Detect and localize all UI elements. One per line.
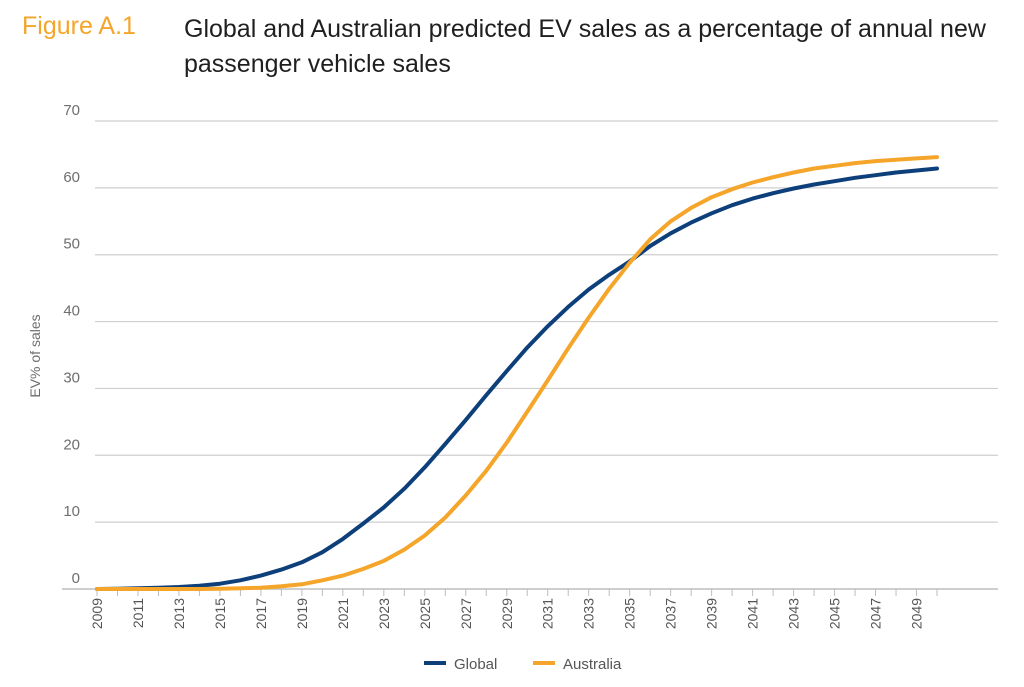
x-tick-label: 2049 (909, 598, 925, 629)
y-tick-label: 60 (63, 169, 80, 186)
x-tick-labels: 2009 2011 2013 2015 2017 2019 2021 2023 2025 2027… (89, 598, 925, 629)
series-line-australia (95, 155, 939, 591)
x-tick-label: 2031 (540, 598, 556, 629)
x-tick-label: 2041 (745, 598, 761, 629)
x-tick-label: 2033 (581, 598, 597, 629)
y-tick-label: 30 (63, 369, 80, 386)
figure-title: Global and Australian predicted EV sales… (184, 15, 986, 78)
legend-label-global: Global (454, 656, 497, 673)
x-tick-label: 2013 (171, 598, 187, 629)
x-tick-label: 2029 (499, 598, 515, 629)
series-lines (95, 155, 939, 591)
x-tick-label: 2047 (868, 598, 884, 629)
x-tick-label: 2025 (417, 598, 433, 629)
y-tick-label: 50 (63, 236, 80, 253)
x-tick-label: 2037 (663, 598, 679, 629)
x-tick-label: 2009 (89, 598, 105, 629)
x-tick-label: 2015 (212, 598, 228, 629)
x-tick-label: 2017 (253, 598, 269, 629)
y-tick-label: 40 (63, 303, 80, 320)
y-tick-label: 20 (63, 436, 80, 453)
x-tick-label: 2043 (786, 598, 802, 629)
gridlines (95, 120, 998, 523)
x-tick-label: 2045 (827, 598, 843, 629)
figure-label: Figure A.1 (22, 12, 136, 40)
x-tick-label: 2023 (376, 598, 392, 629)
series-line-global (95, 166, 939, 591)
x-tick-label: 2021 (335, 598, 351, 629)
x-tick-label: 2019 (294, 598, 310, 629)
y-tick-labels: 0 10 20 30 40 50 60 70 (63, 102, 80, 587)
y-tick-label: 70 (63, 102, 80, 119)
y-tick-label: 0 (72, 570, 80, 587)
legend-label-australia: Australia (563, 656, 622, 673)
x-tick-label: 2027 (458, 598, 474, 629)
legend: Global Australia (424, 656, 622, 673)
x-tick-label: 2039 (704, 598, 720, 629)
x-tick-label: 2011 (130, 598, 146, 628)
y-axis-label: EV% of sales (27, 314, 43, 397)
y-tick-label: 10 (63, 503, 80, 520)
x-tick-label: 2035 (622, 598, 638, 629)
